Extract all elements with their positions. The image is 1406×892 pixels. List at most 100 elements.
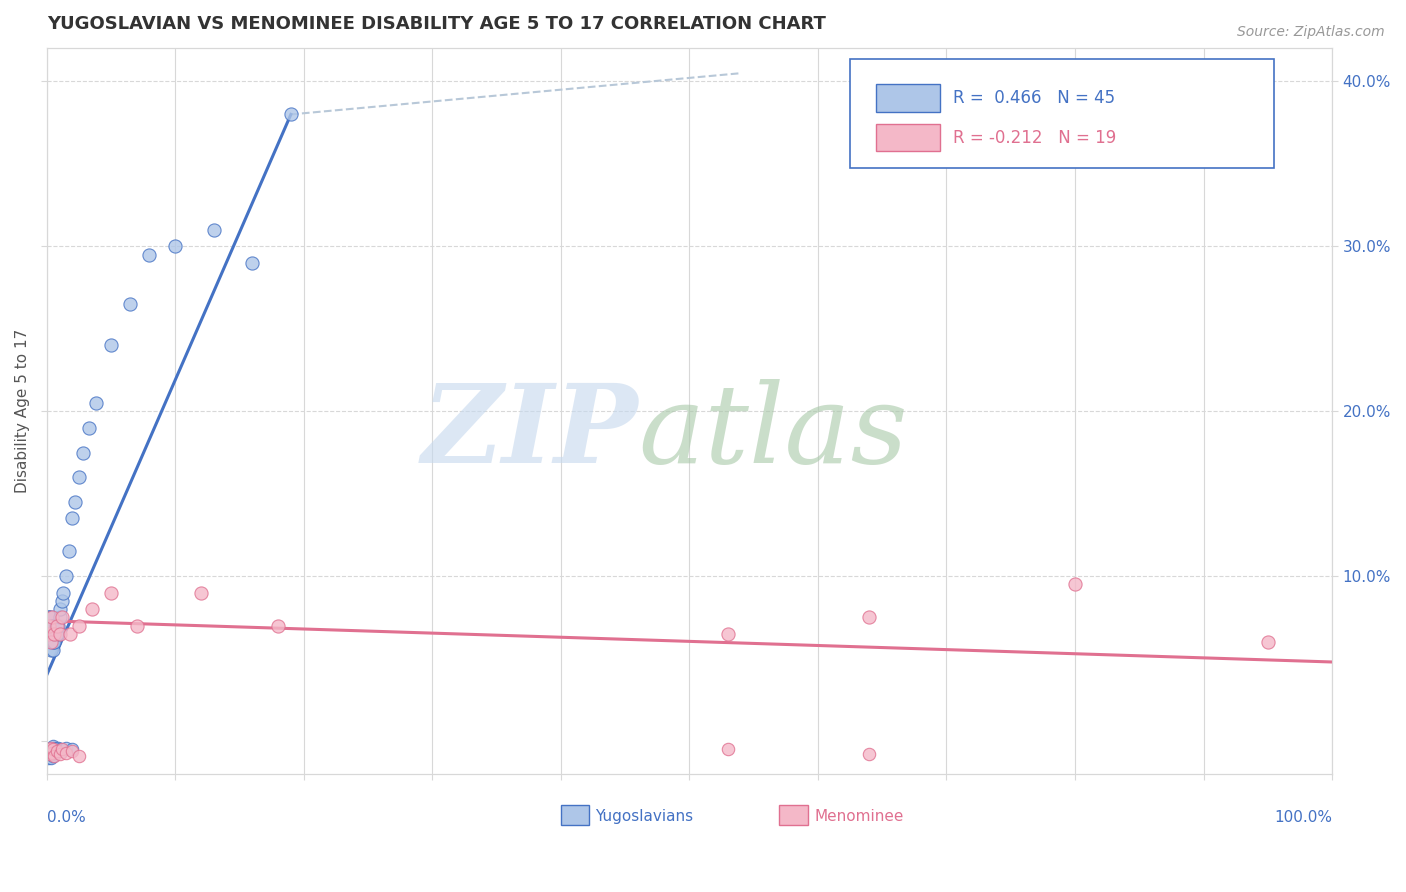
Point	[45, 618, 67, 632]
Point	[39, 740, 62, 755]
Point	[190, 585, 212, 599]
Point	[1064, 577, 1087, 591]
Point	[46, 618, 69, 632]
Point	[717, 742, 740, 756]
Point	[37, 618, 59, 632]
Point	[45, 627, 67, 641]
Point	[39, 635, 62, 649]
Point	[41, 635, 63, 649]
Point	[165, 239, 187, 253]
Point	[858, 610, 880, 624]
Point	[38, 610, 60, 624]
Point	[45, 742, 67, 756]
Point	[41, 747, 63, 762]
Point	[51, 744, 73, 758]
Point	[48, 747, 70, 762]
Point	[46, 744, 69, 758]
Text: 100.0%: 100.0%	[1274, 811, 1331, 825]
Point	[46, 627, 69, 641]
Point	[77, 421, 100, 435]
Point	[60, 744, 83, 758]
Text: R =  0.466   N = 45: R = 0.466 N = 45	[953, 89, 1115, 107]
Point	[67, 618, 90, 632]
Text: R = -0.212   N = 19: R = -0.212 N = 19	[953, 128, 1116, 146]
Point	[42, 618, 65, 632]
Point	[41, 746, 63, 760]
Point	[38, 747, 60, 762]
Point	[63, 495, 86, 509]
Point	[38, 747, 60, 762]
Point	[37, 610, 59, 624]
Point	[38, 635, 60, 649]
Bar	[779, 805, 807, 825]
Point	[39, 618, 62, 632]
Text: Source: ZipAtlas.com: Source: ZipAtlas.com	[1237, 25, 1385, 39]
Point	[44, 635, 66, 649]
Point	[42, 643, 65, 657]
Point	[44, 749, 66, 764]
Point	[37, 627, 59, 641]
Text: YUGOSLAVIAN VS MENOMINEE DISABILITY AGE 5 TO 17 CORRELATION CHART: YUGOSLAVIAN VS MENOMINEE DISABILITY AGE …	[46, 15, 825, 33]
Point	[41, 610, 63, 624]
Point	[37, 750, 59, 764]
Point	[100, 585, 122, 599]
Point	[42, 742, 65, 756]
Point	[48, 610, 70, 624]
Point	[717, 627, 740, 641]
Point	[41, 627, 63, 641]
Point	[46, 618, 69, 632]
Point	[55, 569, 77, 583]
Point	[44, 627, 66, 641]
Bar	[561, 805, 589, 825]
Point	[38, 618, 60, 632]
Point	[240, 256, 263, 270]
Bar	[876, 84, 941, 112]
Point	[37, 742, 59, 756]
Point	[37, 742, 59, 756]
Point	[67, 749, 90, 764]
Point	[72, 445, 94, 459]
Point	[44, 740, 66, 755]
Point	[37, 627, 59, 641]
Point	[80, 602, 103, 616]
Text: Yugoslavians: Yugoslavians	[596, 809, 693, 824]
Point	[67, 470, 90, 484]
Point	[52, 585, 75, 599]
Point	[51, 610, 73, 624]
Point	[48, 742, 70, 756]
Point	[39, 750, 62, 764]
Point	[42, 635, 65, 649]
Point	[44, 746, 66, 760]
Point	[280, 107, 302, 121]
Point	[858, 747, 880, 762]
Point	[55, 746, 77, 760]
Y-axis label: Disability Age 5 to 17: Disability Age 5 to 17	[15, 329, 30, 493]
Point	[42, 739, 65, 753]
Point	[202, 223, 225, 237]
Point	[120, 297, 142, 311]
Point	[51, 742, 73, 756]
Point	[48, 627, 70, 641]
Point	[51, 594, 73, 608]
Point	[44, 627, 66, 641]
Point	[41, 618, 63, 632]
Point	[46, 618, 69, 632]
Text: atlas: atlas	[638, 379, 908, 487]
Point	[41, 742, 63, 756]
Point	[267, 618, 290, 632]
Point	[59, 627, 82, 641]
Point	[39, 643, 62, 657]
Point	[48, 602, 70, 616]
Point	[39, 610, 62, 624]
Point	[84, 396, 107, 410]
Point	[38, 618, 60, 632]
Point	[42, 744, 65, 758]
Point	[38, 627, 60, 641]
Point	[46, 740, 69, 755]
Point	[1257, 635, 1279, 649]
Point	[138, 247, 160, 261]
Point	[42, 749, 65, 764]
Bar	[876, 124, 941, 152]
Point	[125, 618, 148, 632]
Point	[60, 511, 83, 525]
